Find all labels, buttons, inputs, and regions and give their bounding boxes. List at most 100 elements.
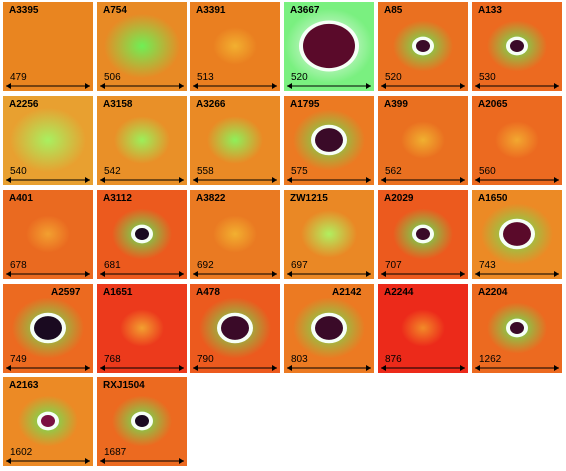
arrow-head-right-icon (460, 177, 465, 183)
cluster-image (472, 284, 562, 373)
arrow-head-right-icon (554, 83, 559, 89)
cluster-name: A3112 (103, 193, 132, 204)
cluster-image (3, 96, 93, 185)
cluster-name: A1651 (103, 287, 133, 298)
cluster-panel: A2065 560 (472, 96, 562, 185)
arrow-head-left-icon (381, 271, 386, 277)
cluster-panel: A1650 743 (472, 190, 562, 279)
emission-core (135, 415, 149, 427)
cluster-name: A2142 (332, 287, 362, 298)
cluster-name: RXJ1504 (103, 380, 145, 391)
scale-value: 749 (10, 354, 27, 365)
cluster-panel: ZW1215 697 (284, 190, 374, 279)
cluster-name: A754 (103, 5, 127, 16)
scale-value: 681 (104, 260, 121, 271)
emission-halo (301, 210, 357, 258)
arrow-head-left-icon (6, 365, 11, 371)
cluster-image (190, 2, 280, 91)
arrow-head-left-icon (193, 271, 198, 277)
arrow-head-left-icon (475, 365, 480, 371)
scale-value: 1262 (479, 354, 502, 365)
arrow-head-left-icon (287, 177, 292, 183)
arrow-head-right-icon (272, 83, 277, 89)
scale-value: 575 (291, 166, 308, 177)
emission-core (416, 40, 430, 52)
scale-value: 790 (197, 354, 214, 365)
arrow-head-right-icon (366, 365, 371, 371)
arrow-head-right-icon (179, 458, 184, 464)
arrow-head-left-icon (475, 83, 480, 89)
cluster-panel: A3112 681 (97, 190, 187, 279)
cluster-panel: A3822 692 (190, 190, 280, 279)
scale-value: 513 (197, 72, 214, 83)
scale-value: 542 (104, 166, 121, 177)
arrow-head-right-icon (85, 271, 90, 277)
cluster-name: A2029 (384, 193, 414, 204)
arrow-head-right-icon (85, 177, 90, 183)
arrow-head-right-icon (272, 177, 277, 183)
scale-value: 707 (385, 260, 402, 271)
cluster-panel: A2163 1602 (3, 377, 93, 466)
cluster-panel: A478 790 (190, 284, 280, 373)
cluster-panel: A3266 558 (190, 96, 280, 185)
cluster-panel: A1651 768 (97, 284, 187, 373)
arrow-head-right-icon (366, 83, 371, 89)
emission-halo (401, 121, 445, 159)
arrow-head-right-icon (460, 365, 465, 371)
cluster-name: A133 (478, 5, 502, 16)
scale-value: 562 (385, 166, 402, 177)
cluster-image (3, 190, 93, 279)
arrow-head-left-icon (100, 83, 105, 89)
cluster-panel: A2597 749 (3, 284, 93, 373)
cluster-panel: A1795 575 (284, 96, 374, 185)
scale-value: 692 (197, 260, 214, 271)
cluster-name: A401 (9, 193, 33, 204)
arrow-head-left-icon (381, 83, 386, 89)
arrow-head-left-icon (100, 177, 105, 183)
cluster-name: A399 (384, 99, 408, 110)
cluster-image (190, 96, 280, 185)
scale-value: 520 (291, 72, 308, 83)
cluster-panel: A3158 542 (97, 96, 187, 185)
emission-halo (114, 116, 170, 164)
scale-value: 520 (385, 72, 402, 83)
emission-halo (207, 116, 263, 164)
cluster-panel: A3395 479 (3, 2, 93, 91)
arrow-head-right-icon (366, 271, 371, 277)
cluster-name: A2065 (478, 99, 508, 110)
scale-value: 479 (10, 72, 27, 83)
cluster-panel: A2142 803 (284, 284, 374, 373)
cluster-name: A3395 (9, 5, 39, 16)
emission-halo (401, 309, 445, 347)
arrow-head-right-icon (272, 365, 277, 371)
cluster-name: A478 (196, 287, 220, 298)
cluster-panel: A2256 540 (3, 96, 93, 185)
scale-value: 558 (197, 166, 214, 177)
cluster-image (97, 190, 187, 279)
scale-value: 743 (479, 260, 496, 271)
arrow-head-right-icon (179, 271, 184, 277)
cluster-image (3, 377, 93, 466)
arrow-head-left-icon (6, 177, 11, 183)
arrow-head-left-icon (475, 177, 480, 183)
cluster-name: A2597 (51, 287, 81, 298)
cluster-image (472, 96, 562, 185)
arrow-head-right-icon (85, 83, 90, 89)
cluster-image (378, 190, 468, 279)
arrow-head-left-icon (6, 458, 11, 464)
arrow-head-right-icon (272, 271, 277, 277)
emission-core (315, 128, 343, 152)
cluster-name: A2244 (384, 287, 414, 298)
scale-value: 678 (10, 260, 27, 271)
cluster-image (284, 2, 374, 91)
cluster-panel: A399 562 (378, 96, 468, 185)
arrow-head-left-icon (475, 271, 480, 277)
arrow-head-right-icon (460, 83, 465, 89)
cluster-image (378, 284, 468, 373)
arrow-head-right-icon (554, 177, 559, 183)
emission-halo (104, 13, 180, 79)
scale-value: 803 (291, 354, 308, 365)
scale-value: 697 (291, 260, 308, 271)
cluster-name: A1795 (290, 99, 320, 110)
